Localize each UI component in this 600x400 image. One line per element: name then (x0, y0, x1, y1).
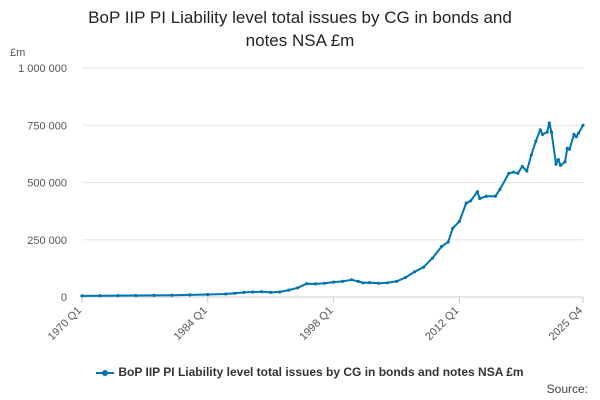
data-point[interactable] (278, 290, 282, 294)
data-point[interactable] (576, 131, 581, 135)
source-label: Source: (546, 382, 588, 396)
x-tick-label: 1998 Q1 (297, 305, 335, 343)
data-point[interactable] (80, 294, 84, 298)
series-line (81, 122, 584, 297)
data-point[interactable] (538, 128, 542, 132)
data-point[interactable] (242, 290, 246, 294)
data-point[interactable] (350, 278, 354, 282)
data-point[interactable] (188, 293, 192, 297)
data-point[interactable] (314, 282, 318, 286)
data-point[interactable] (341, 279, 345, 283)
data-point[interactable] (507, 171, 511, 175)
y-tick-label: 0 (61, 292, 67, 304)
data-point[interactable] (563, 160, 567, 164)
y-tick-label: 1 000 000 (18, 63, 67, 75)
data-point[interactable] (574, 135, 578, 139)
data-point[interactable] (332, 280, 336, 284)
x-tick-label: 2012 Q1 (423, 305, 461, 343)
data-point[interactable] (152, 293, 156, 297)
data-point[interactable] (377, 281, 381, 285)
data-point[interactable] (412, 270, 417, 274)
y-tick-label: 250 000 (27, 235, 67, 247)
legend-label: BoP IIP PI Liability level total issues … (118, 365, 524, 379)
data-point[interactable] (356, 279, 360, 283)
data-point[interactable] (567, 147, 572, 151)
data-point[interactable] (520, 164, 524, 169)
x-tick-label: 1970 Q1 (46, 305, 84, 343)
data-point[interactable] (525, 169, 529, 173)
data-point[interactable] (558, 163, 563, 167)
data-point[interactable] (549, 130, 554, 134)
data-point[interactable] (98, 294, 102, 298)
data-point[interactable] (529, 153, 533, 157)
data-point[interactable] (368, 281, 372, 285)
y-tick-label: 750 000 (27, 120, 67, 132)
data-point[interactable] (439, 245, 444, 249)
data-point[interactable] (464, 201, 468, 205)
data-point[interactable] (323, 281, 327, 285)
data-point[interactable] (493, 194, 497, 198)
data-point[interactable] (581, 123, 585, 127)
data-point[interactable] (498, 187, 502, 191)
data-point[interactable] (206, 292, 210, 297)
data-point[interactable] (547, 121, 551, 125)
series-group (80, 121, 585, 298)
data-point[interactable] (457, 219, 461, 223)
data-point[interactable] (116, 294, 120, 298)
data-point[interactable] (478, 196, 482, 201)
data-point[interactable] (134, 293, 138, 298)
data-point[interactable] (545, 130, 549, 134)
data-point[interactable] (170, 293, 174, 297)
data-point[interactable] (469, 199, 473, 203)
data-point[interactable] (554, 162, 558, 166)
legend-line-marker-icon (96, 369, 115, 376)
data-point[interactable] (403, 275, 408, 280)
data-point[interactable] (260, 290, 264, 294)
data-point[interactable] (296, 286, 300, 290)
data-point[interactable] (484, 194, 488, 198)
chart-title: BoP IIP PI Liability level total issues … (0, 6, 600, 52)
data-point[interactable] (511, 170, 515, 174)
data-point[interactable] (305, 282, 309, 286)
y-axis: 0 250 000 500 000 750 000 1 000 000 (18, 63, 67, 304)
x-tick-label: 1984 Q1 (172, 305, 210, 343)
data-point[interactable] (475, 190, 479, 194)
chart-title-line-2: notes NSA £m (245, 31, 355, 50)
data-point[interactable] (287, 288, 291, 292)
y-axis-unit-label: £m (10, 47, 25, 59)
data-point[interactable] (421, 265, 426, 269)
data-point[interactable] (394, 279, 399, 283)
data-point[interactable] (233, 291, 237, 295)
data-point[interactable] (385, 281, 390, 285)
data-point[interactable] (361, 281, 365, 285)
data-point[interactable] (556, 158, 560, 162)
data-point[interactable] (224, 292, 228, 296)
data-point[interactable] (430, 256, 435, 260)
x-axis: 1970 Q1 1984 Q1 1998 Q1 2012 Q1 2025 Q4 (46, 296, 585, 343)
data-point[interactable] (541, 132, 545, 136)
y-tick-label: 500 000 (27, 178, 67, 190)
data-point[interactable] (516, 171, 520, 175)
legend[interactable]: BoP IIP PI Liability level total issues … (40, 365, 580, 379)
x-tick-label: 2025 Q4 (547, 305, 585, 343)
data-point[interactable] (572, 132, 576, 136)
data-point[interactable] (534, 139, 538, 143)
gridlines (82, 67, 583, 241)
data-point[interactable] (446, 240, 450, 244)
data-point[interactable] (451, 226, 455, 230)
data-point[interactable] (251, 290, 255, 294)
data-point[interactable] (269, 290, 273, 294)
chart-title-line-1: BoP IIP PI Liability level total issues … (88, 8, 512, 27)
